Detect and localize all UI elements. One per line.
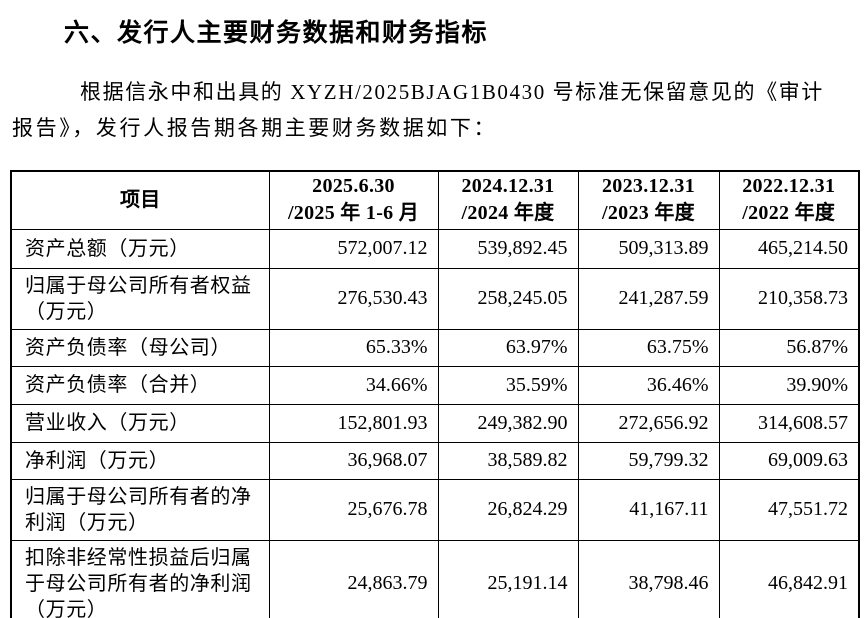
cell-value: 465,214.50 [718, 228, 860, 269]
cell-value: 249,382.90 [437, 403, 579, 443]
cell-value: 46,842.91 [718, 539, 860, 618]
cell-value: 258,245.05 [437, 267, 579, 330]
document-page: 六、发行人主要财务数据和财务指标 根据信永中和出具的 XYZH/2025BJAG… [0, 13, 867, 618]
cell-value: 59,799.32 [577, 441, 720, 480]
row-label: 资产总额（万元） [10, 228, 270, 269]
table-row-net-profit: 净利润（万元） 36,968.07 38,589.82 59,799.32 69… [10, 441, 860, 480]
cell-value: 34.66% [268, 365, 439, 405]
period-date: 2025.6.30 [312, 175, 395, 198]
cell-value: 24,863.79 [268, 539, 439, 618]
cell-value: 63.97% [437, 328, 579, 367]
col-header-period-2025: 2025.6.30 /2025 年 1-6 月 [268, 170, 439, 230]
cell-value: 152,801.93 [268, 403, 439, 443]
cell-value: 276,530.43 [268, 267, 439, 330]
cell-value: 25,191.14 [437, 539, 579, 618]
row-label: 扣除非经常性损益后归属于母公司所有者的净利润（万元） [10, 539, 270, 618]
row-label: 营业收入（万元） [10, 403, 270, 443]
intro-paragraph: 根据信永中和出具的 XYZH/2025BJAG1B0430 号标准无保留意见的《… [12, 74, 857, 146]
cell-value: 38,589.82 [437, 441, 579, 480]
col-header-item: 项目 [10, 170, 270, 230]
cell-value: 25,676.78 [268, 478, 439, 541]
row-label: 资产负债率（母公司） [10, 328, 270, 367]
row-label: 归属于母公司所有者权益（万元） [10, 267, 270, 330]
paragraph-line-2: 报告》，发行人报告期各期主要财务数据如下： [12, 116, 498, 140]
cell-value: 210,358.73 [718, 267, 860, 330]
table-row-debt-ratio-parent: 资产负债率（母公司） 65.33% 63.97% 63.75% 56.87% [10, 328, 860, 367]
period-range: /2022 年度 [742, 202, 836, 225]
period-date: 2022.12.31 [742, 175, 836, 198]
cell-value: 241,287.59 [577, 267, 720, 330]
cell-value: 39.90% [718, 365, 860, 405]
cell-value: 572,007.12 [268, 228, 439, 269]
table-header-row: 项目 2025.6.30 /2025 年 1-6 月 2024.12.31 /2… [10, 170, 860, 230]
col-header-period-2023: 2023.12.31 /2023 年度 [577, 170, 720, 230]
cell-value: 36,968.07 [268, 441, 439, 480]
cell-value: 26,824.29 [437, 478, 579, 541]
cell-value: 314,608.57 [718, 403, 860, 443]
table-row-net-profit-deducted: 扣除非经常性损益后归属于母公司所有者的净利润（万元） 24,863.79 25,… [10, 539, 860, 618]
table-row-net-profit-parent: 归属于母公司所有者的净利润（万元） 25,676.78 26,824.29 41… [10, 478, 860, 541]
period-range: /2024 年度 [461, 202, 555, 225]
col-header-period-2024: 2024.12.31 /2024 年度 [437, 170, 579, 230]
cell-value: 35.59% [437, 365, 579, 405]
cell-value: 41,167.11 [577, 478, 720, 541]
col-header-period-2022: 2022.12.31 /2022 年度 [718, 170, 860, 230]
cell-value: 47,551.72 [718, 478, 860, 541]
cell-value: 509,313.89 [577, 228, 720, 269]
row-label: 净利润（万元） [10, 441, 270, 480]
row-label: 资产负债率（合并） [10, 365, 270, 405]
period-range: /2025 年 1-6 月 [287, 202, 420, 225]
cell-value: 539,892.45 [437, 228, 579, 269]
cell-value: 38,798.46 [577, 539, 720, 618]
table-row-revenue: 营业收入（万元） 152,801.93 249,382.90 272,656.9… [10, 403, 860, 443]
table-row-parent-equity: 归属于母公司所有者权益（万元） 276,530.43 258,245.05 24… [10, 267, 860, 330]
paragraph-line-1: 根据信永中和出具的 XYZH/2025BJAG1B0430 号标准无保留意见的《… [80, 80, 824, 104]
period-date: 2023.12.31 [602, 175, 695, 198]
cell-value: 63.75% [577, 328, 720, 367]
cell-value: 36.46% [577, 365, 720, 405]
cell-value: 69,009.63 [718, 441, 860, 480]
table-row-total-assets: 资产总额（万元） 572,007.12 539,892.45 509,313.8… [10, 228, 860, 269]
section-title: 六、发行人主要财务数据和财务指标 [64, 19, 489, 47]
period-range: /2023 年度 [602, 202, 695, 225]
financial-data-table: 项目 2025.6.30 /2025 年 1-6 月 2024.12.31 /2… [10, 170, 860, 618]
cell-value: 56.87% [718, 328, 860, 367]
row-label: 归属于母公司所有者的净利润（万元） [10, 478, 270, 541]
cell-value: 272,656.92 [577, 403, 720, 443]
cell-value: 65.33% [268, 328, 439, 367]
table-row-debt-ratio-consolidated: 资产负债率（合并） 34.66% 35.59% 36.46% 39.90% [10, 365, 860, 405]
period-date: 2024.12.31 [461, 175, 555, 198]
